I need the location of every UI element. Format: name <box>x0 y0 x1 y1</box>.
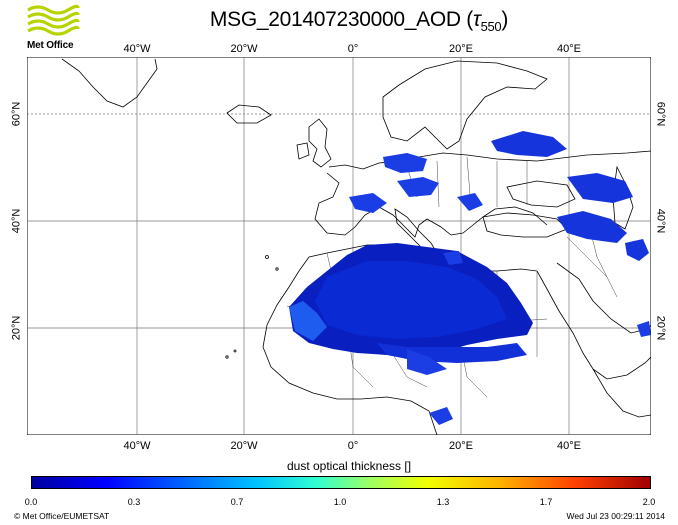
lat-label-right-60n: 60°N <box>654 101 667 127</box>
lon-label-top-40e: 40°E <box>557 43 581 55</box>
lon-label-top-20e: 20°E <box>449 43 473 55</box>
lon-label-top-0: 0° <box>347 43 359 55</box>
lon-label-bottom-20w: 20°W <box>230 440 258 452</box>
graticule <box>27 57 651 435</box>
title-subscript: 550 <box>480 19 502 35</box>
lat-label-left-60n: 60°N <box>10 101 23 127</box>
colorbar-tick-1: 0.3 <box>127 497 141 507</box>
lat-label-left-20n: 20°N <box>10 315 23 341</box>
lat-label-left-40n: 40°N <box>10 208 23 234</box>
aod-dust-plume <box>289 131 651 425</box>
lat-label-right-40n: 40°N <box>654 208 667 234</box>
lon-label-top-40w: 40°W <box>123 43 151 55</box>
colorbar-tick-4: 1.3 <box>436 497 450 507</box>
lon-label-bottom-40e: 40°E <box>557 440 581 452</box>
lat-label-right-20n: 20°N <box>654 315 667 341</box>
footer-timestamp: Wed Jul 23 00:29:11 2014 <box>566 511 665 521</box>
lon-label-bottom-20e: 20°E <box>449 440 473 452</box>
map-title: MSG_201407230000_AOD (τ550) <box>0 8 678 34</box>
colorbar <box>31 476 651 489</box>
map-panel[interactable] <box>27 57 651 435</box>
map-canvas <box>27 57 651 435</box>
footer-credit: © Met Office/EUMETSAT <box>14 511 110 521</box>
colorbar-tick-5: 1.7 <box>539 497 553 507</box>
colorbar-tick-0: 0.0 <box>24 497 38 507</box>
colorbar-tick-3: 1.0 <box>333 497 347 507</box>
colorbar-tick-6: 2.0 <box>642 497 656 507</box>
colorbar-title: dust optical thickness [] <box>286 459 412 473</box>
met-office-logo-icon <box>27 4 80 36</box>
title-tau: τ <box>473 8 481 31</box>
lon-label-bottom-0: 0° <box>347 440 359 452</box>
lon-label-bottom-40w: 40°W <box>123 440 151 452</box>
colorbar-tick-2: 0.7 <box>230 497 244 507</box>
logo-text: Met Office <box>27 40 74 51</box>
title-close: ) <box>501 8 509 31</box>
title-main: MSG_201407230000_AOD ( <box>209 8 473 31</box>
lon-label-top-20w: 20°W <box>230 43 258 55</box>
